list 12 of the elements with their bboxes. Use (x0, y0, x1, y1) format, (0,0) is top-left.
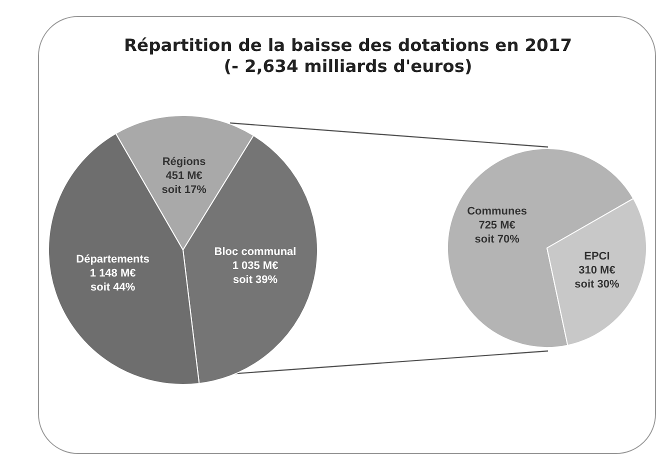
slice-label: Départements (76, 253, 150, 266)
chart-title: Répartition de la baisse des dotations en 2017 (122, 36, 574, 57)
data-label: 1 148 M€ soit 44% (90, 267, 136, 294)
data-label: 451 M€ soit 17% (162, 170, 207, 196)
slice-label: Régions (162, 156, 206, 168)
chart-subtitle: (- 2,634 milliards d'euros) (222, 57, 474, 78)
slice-label: Communes (467, 206, 527, 218)
data-label: 1 035 M€ soit 39% (232, 260, 278, 286)
data-label: 310 M€ soit 30% (574, 264, 620, 290)
slice-label: Bloc communal (214, 246, 296, 258)
slice-label: EPCI (584, 250, 610, 262)
data-label: 725 M€ soit 70% (474, 220, 520, 246)
